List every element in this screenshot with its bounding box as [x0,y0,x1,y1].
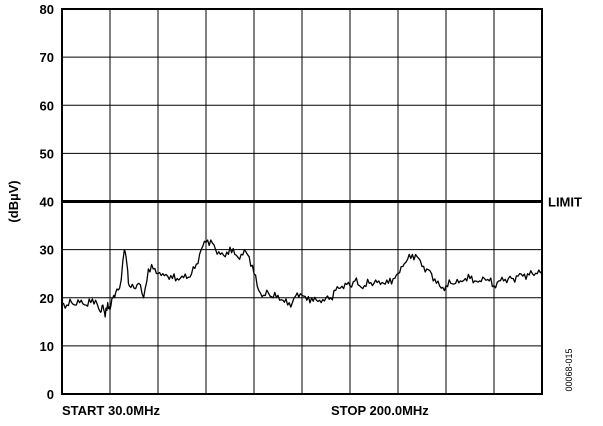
y-tick-label: 10 [40,339,54,354]
limit-label: LIMIT [548,195,582,210]
x-stop-label: STOP 200.0MHz [331,403,429,418]
series-line [61,239,543,318]
figure-code: 00068-015 [564,348,574,391]
y-axis-label: (dBµV) [6,180,21,222]
y-tick-label: 40 [40,195,54,210]
y-tick-labels: 0 10 20 30 40 50 60 70 80 [40,2,54,402]
y-tick-label: 50 [40,146,54,161]
y-tick-label: 0 [47,387,54,402]
y-tick-label: 60 [40,98,54,113]
plot-frame [61,8,543,395]
y-tick-label: 30 [40,243,54,258]
y-tick-label: 20 [40,291,54,306]
x-start-label: START 30.0MHz [62,403,160,418]
y-tick-label: 70 [40,50,54,65]
y-tick-label: 80 [40,2,54,17]
